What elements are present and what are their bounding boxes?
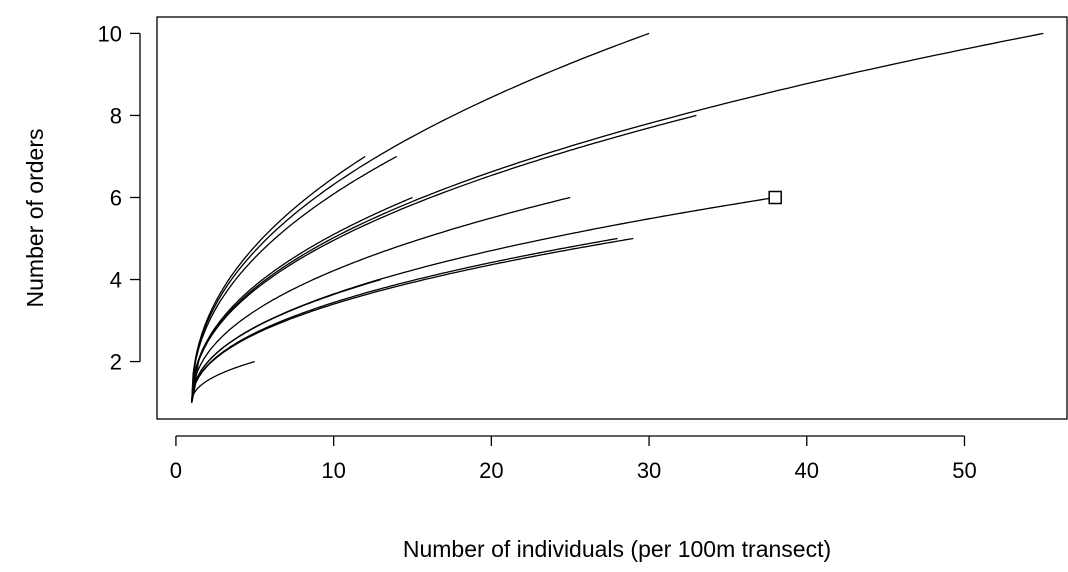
x-tick-label-10: 10 <box>321 458 345 483</box>
x-tick-label-40: 40 <box>795 458 819 483</box>
accumulation-curve-5 <box>191 155 366 403</box>
x-tick-label-0: 0 <box>170 458 182 483</box>
accumulation-curve-8 <box>191 196 776 403</box>
markers-group <box>768 190 782 205</box>
y-tick-label-2: 2 <box>110 350 122 375</box>
y-tick-label-4: 4 <box>110 268 122 293</box>
x-tick-label-30: 30 <box>637 458 661 483</box>
accumulation-curve-7 <box>191 196 571 403</box>
y-tick-label-10: 10 <box>98 21 122 46</box>
accumulation-curve-10 <box>191 237 634 403</box>
accumulation-curve-2 <box>191 32 650 403</box>
accumulation-curve-6 <box>191 196 413 403</box>
accumulation-curve-1 <box>191 32 1044 403</box>
endpoint-square-marker <box>768 190 782 205</box>
accumulation-curve-3 <box>191 114 697 403</box>
accumulation-curve-4 <box>191 155 398 403</box>
x-tick-label-20: 20 <box>479 458 503 483</box>
y-axis: 2 4 6 8 10 <box>98 21 141 375</box>
x-tick-label-50: 50 <box>952 458 976 483</box>
accumulation-curve-11 <box>191 278 382 403</box>
y-axis-title: Number of orders <box>22 129 48 308</box>
accumulation-curve-12 <box>191 360 255 403</box>
plot-area-frame <box>156 16 1068 420</box>
y-tick-label-6: 6 <box>110 185 122 210</box>
curves-group <box>191 32 1044 403</box>
x-axis: 0 10 20 30 40 50 <box>170 435 977 483</box>
y-tick-label-8: 8 <box>110 103 122 128</box>
accumulation-curve-9 <box>191 237 618 403</box>
x-axis-title: Number of individuals (per 100m transect… <box>403 536 831 562</box>
